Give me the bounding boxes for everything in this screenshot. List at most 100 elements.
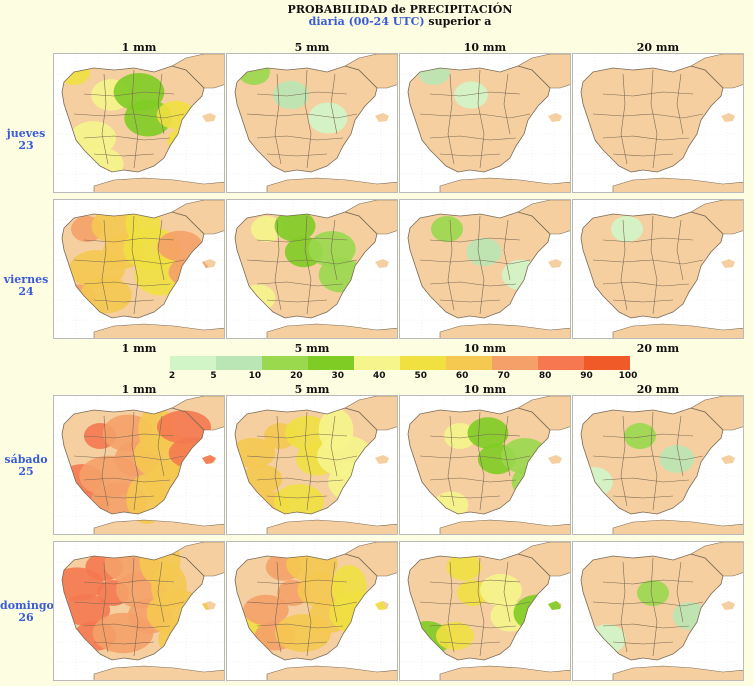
row-label-viernes: viernes 24 bbox=[3, 273, 49, 298]
map-panel-sabado-1mm bbox=[53, 395, 225, 535]
iberia-land bbox=[235, 66, 377, 172]
map-svg bbox=[227, 200, 397, 338]
map-svg bbox=[54, 200, 224, 338]
map-svg bbox=[400, 200, 570, 338]
africa-land bbox=[613, 324, 743, 338]
precip-area bbox=[79, 455, 141, 497]
legend-tick-label: 70 bbox=[497, 371, 510, 381]
precip-area bbox=[273, 484, 325, 520]
col-header-5mm-low: 5 mm bbox=[294, 383, 330, 396]
france-land bbox=[518, 54, 570, 88]
col-header-10mm: 10 mm bbox=[463, 41, 507, 54]
legend-swatch bbox=[584, 356, 630, 370]
france-land bbox=[345, 542, 397, 576]
africa-land bbox=[94, 666, 224, 680]
africa-land bbox=[94, 324, 224, 338]
france-land bbox=[172, 54, 224, 88]
col-header-1mm-mid: 1 mm bbox=[121, 342, 157, 355]
legend-tick-label: 2 bbox=[168, 371, 176, 381]
iberia-land bbox=[408, 66, 550, 172]
africa-land bbox=[267, 178, 397, 192]
title-line1: PROBABILIDAD de PRECIPITACIÓN bbox=[287, 3, 513, 16]
map-svg bbox=[227, 54, 397, 192]
precip-area bbox=[436, 622, 474, 650]
map-panel-domingo-5mm bbox=[226, 541, 398, 681]
france-land bbox=[345, 54, 397, 88]
france-land bbox=[345, 200, 397, 234]
precip-area bbox=[156, 410, 212, 444]
precip-area bbox=[611, 216, 643, 242]
precip-area bbox=[113, 72, 165, 112]
map-panel-domingo-10mm bbox=[399, 541, 571, 681]
africa-land bbox=[94, 178, 224, 192]
iberia-land bbox=[581, 408, 723, 514]
map-title: PROBABILIDAD de PRECIPITACIÓN diaria (00… bbox=[0, 4, 753, 28]
precip-area bbox=[466, 237, 502, 267]
map-svg bbox=[54, 542, 224, 680]
row-label-jueves: jueves 23 bbox=[6, 127, 46, 152]
probability-legend bbox=[170, 356, 630, 370]
france-land bbox=[518, 542, 570, 576]
precip-area bbox=[275, 614, 331, 652]
map-svg bbox=[573, 396, 743, 534]
precip-area bbox=[318, 408, 354, 452]
precip-area bbox=[273, 80, 309, 110]
legend-tick-label: 30 bbox=[331, 371, 345, 381]
col-header-1mm-low: 1 mm bbox=[121, 383, 157, 396]
map-panel-viernes-5mm bbox=[226, 199, 398, 339]
map-panel-viernes-20mm bbox=[572, 199, 744, 339]
map-svg bbox=[54, 54, 224, 192]
france-land bbox=[518, 200, 570, 234]
map-panel-jueves-5mm bbox=[226, 53, 398, 193]
balearic-islands bbox=[721, 455, 735, 464]
map-panel-sabado-20mm bbox=[572, 395, 744, 535]
map-panel-sabado-5mm bbox=[226, 395, 398, 535]
france-land bbox=[691, 54, 743, 88]
col-header-10mm-mid: 10 mm bbox=[463, 342, 507, 355]
col-header-20mm-mid: 20 mm bbox=[636, 342, 680, 355]
legend-tick-label: 100 bbox=[618, 371, 638, 381]
africa-land bbox=[440, 324, 570, 338]
precip-area bbox=[308, 102, 348, 134]
precip-area bbox=[331, 565, 367, 609]
legend-swatch bbox=[308, 356, 354, 370]
balearic-islands bbox=[548, 113, 562, 122]
col-header-20mm-low: 20 mm bbox=[636, 383, 680, 396]
legend-swatch bbox=[170, 356, 216, 370]
precip-area bbox=[431, 216, 463, 242]
row-label-domingo: domingo 26 bbox=[0, 599, 54, 624]
legend-tick-label: 50 bbox=[414, 371, 427, 381]
precip-area bbox=[274, 210, 316, 242]
balearic-islands bbox=[721, 113, 735, 122]
precip-area bbox=[446, 553, 482, 581]
map-panel-jueves-1mm bbox=[53, 53, 225, 193]
precip-area bbox=[251, 216, 283, 242]
map-panel-jueves-10mm bbox=[399, 53, 571, 193]
map-panel-domingo-20mm bbox=[572, 541, 744, 681]
balearic-islands bbox=[202, 113, 216, 122]
map-svg bbox=[573, 542, 743, 680]
africa-land bbox=[613, 520, 743, 534]
precip-area bbox=[467, 417, 509, 449]
map-panel-viernes-10mm bbox=[399, 199, 571, 339]
legend-tick-label: 40 bbox=[373, 371, 386, 381]
map-svg bbox=[400, 542, 570, 680]
precip-area bbox=[454, 81, 488, 109]
col-header-5mm-mid: 5 mm bbox=[294, 342, 330, 355]
map-svg bbox=[54, 396, 224, 534]
africa-land bbox=[613, 178, 743, 192]
legend-tick-label: 5 bbox=[210, 371, 217, 381]
map-svg bbox=[400, 54, 570, 192]
map-svg bbox=[227, 542, 397, 680]
balearic-islands bbox=[721, 259, 735, 268]
map-panel-domingo-1mm bbox=[53, 541, 225, 681]
legend-swatch bbox=[538, 356, 584, 370]
africa-land bbox=[267, 324, 397, 338]
map-panel-jueves-20mm bbox=[572, 53, 744, 193]
france-land bbox=[345, 396, 397, 430]
balearic-islands bbox=[548, 455, 562, 464]
france-land bbox=[518, 396, 570, 430]
map-panel-viernes-1mm bbox=[53, 199, 225, 339]
africa-land bbox=[267, 666, 397, 680]
balearic-islands bbox=[721, 601, 735, 610]
